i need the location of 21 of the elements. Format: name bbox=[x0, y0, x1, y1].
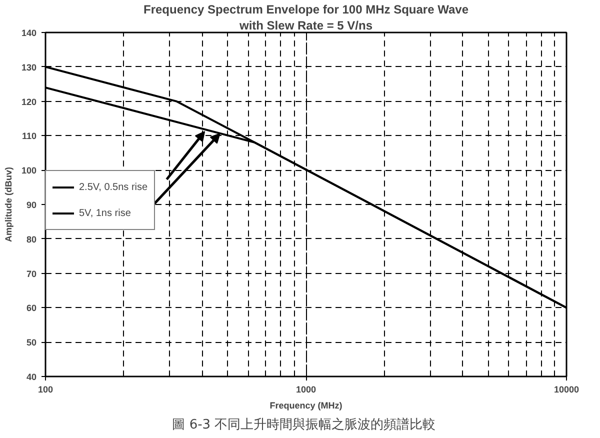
y-tick-label: 70 bbox=[26, 268, 37, 279]
y-tick-label: 90 bbox=[26, 200, 37, 210]
y-tick-label: 110 bbox=[22, 131, 37, 142]
y-tick-label: 120 bbox=[21, 96, 37, 107]
y-tick-label: 130 bbox=[21, 62, 37, 72]
y-tick-label: 140 bbox=[21, 28, 37, 38]
y-tick-label: 100 bbox=[21, 166, 37, 176]
x-tick-label: 10000 bbox=[554, 384, 580, 394]
x-tick-label: 100 bbox=[38, 384, 54, 394]
chart-subtitle: with Slew Rate = 5 V/ns bbox=[238, 18, 373, 32]
y-tick-label: 60 bbox=[26, 303, 37, 314]
y-tick-label: 40 bbox=[26, 372, 37, 382]
y-tick-label: 80 bbox=[26, 234, 37, 244]
caption: 圖 6-3 不同上升時間與振幅之脈波的頻譜比較 bbox=[172, 418, 436, 432]
x-axis-title: Frequency (MHz) bbox=[270, 400, 342, 410]
y-tick-label: 50 bbox=[26, 338, 37, 348]
y-axis-title: Amplitude (dBuv) bbox=[3, 166, 14, 242]
chart-title: Frequency Spectrum Envelope for 100 MHz Square Wave bbox=[144, 2, 469, 16]
legend-label: 2.5V, 0.5ns rise bbox=[79, 182, 148, 192]
legend-label: 5V, 1ns rise bbox=[79, 208, 131, 218]
x-tick-label: 1000 bbox=[296, 384, 316, 394]
